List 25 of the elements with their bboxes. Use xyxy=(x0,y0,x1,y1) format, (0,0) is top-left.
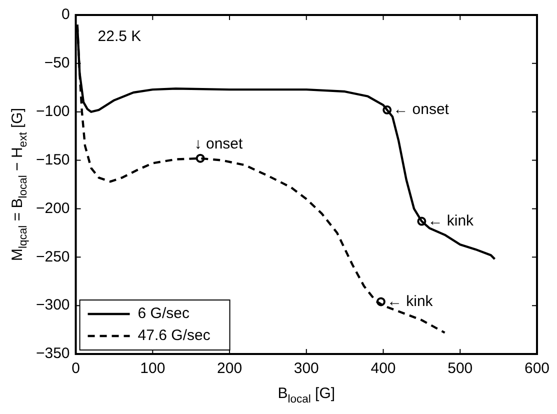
y-tick-label: −150 xyxy=(36,151,70,168)
x-tick-label: 600 xyxy=(524,360,550,378)
y-tick-label: 0 xyxy=(61,6,70,24)
x-tick-label: 300 xyxy=(294,360,319,378)
x-tick-label: 200 xyxy=(217,360,242,378)
y-tick-label: −250 xyxy=(36,248,70,266)
point xyxy=(196,154,205,163)
legend-label: 47.6 G/sec xyxy=(138,327,211,344)
point xyxy=(382,105,392,114)
y-tick-label: −200 xyxy=(36,200,70,217)
x-tick-label: 400 xyxy=(370,360,396,378)
annotation: ← kink xyxy=(428,212,474,230)
y-tick-label: −350 xyxy=(36,345,70,362)
y-tick-label: −300 xyxy=(36,296,70,314)
y-axis-title: Mlqcal = Blocal − Hext [G] xyxy=(9,108,30,261)
annotation: ← onset xyxy=(393,101,450,118)
annotation: ← kink xyxy=(386,292,434,310)
point xyxy=(417,216,426,226)
x-tick-label: 500 xyxy=(448,360,473,378)
annotation: 22.5 K xyxy=(98,28,142,46)
y-tick-label: −100 xyxy=(36,103,70,120)
annotation: ↓ onset xyxy=(194,135,244,152)
y-tick-label: −50 xyxy=(44,54,70,72)
legend-label: 6 G/sec xyxy=(138,305,190,322)
x-tick-label: 100 xyxy=(140,360,166,378)
